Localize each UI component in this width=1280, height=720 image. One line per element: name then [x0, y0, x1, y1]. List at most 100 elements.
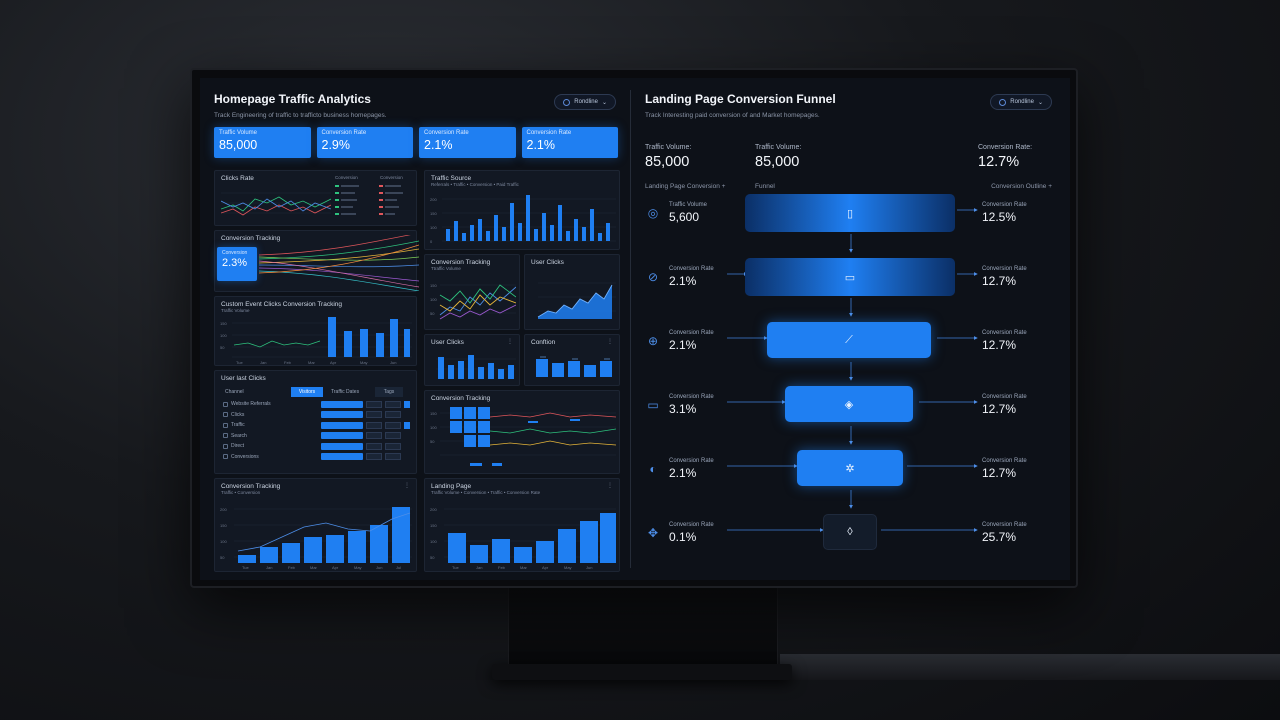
kpi-conversion-rate-3[interactable]: Conversion Rate 2.1% [521, 127, 618, 158]
value-cell [404, 400, 410, 408]
conversion-chip[interactable]: Conversion 2.3% [217, 247, 257, 281]
clicks-rate-card[interactable]: Clicks Rate Conversion Conversion [214, 170, 417, 226]
funnel-stage-2[interactable]: ▭ [745, 258, 955, 296]
right-filter-button[interactable]: Rondline ⌄ [990, 94, 1052, 110]
column-label: Conversion [335, 175, 358, 180]
stage-row-left-4[interactable]: ▭ Conversion Rate 3.1% [645, 394, 714, 416]
kpi-conversion-rate-2[interactable]: Conversion Rate 2.1% [419, 127, 516, 158]
funnel-header[interactable]: Funnel [755, 183, 775, 190]
y-tick: 50 [430, 555, 435, 560]
left-filter-button[interactable]: Rondline ⌄ [554, 94, 616, 110]
stage-right-value: 25.7% [982, 530, 1017, 544]
column-header[interactable]: Visitors [291, 386, 323, 397]
column-header[interactable]: Channel [225, 388, 244, 395]
column-header[interactable]: Tags [375, 386, 403, 397]
conftion-bar-card[interactable]: Conftion ⋮ [524, 334, 620, 386]
conversion-flow-card[interactable]: Conversion Tracking Conversion 2.3% [214, 230, 419, 292]
row-icon [223, 443, 228, 449]
stage-row-left-2[interactable]: ⊘ Conversion Rate 2.1% [645, 266, 714, 288]
funnel-stage-6[interactable]: ◊ [823, 514, 877, 550]
stage-row-right-3[interactable]: Conversion Rate 12.7% [982, 330, 1052, 352]
more-options-icon[interactable]: ⋮ [607, 483, 613, 489]
kpi-label: Conversion Rate [424, 130, 469, 136]
left-filter-label: Rondline [574, 99, 598, 105]
stage-row-right-2[interactable]: Conversion Rate 12.7% [982, 266, 1052, 288]
kpi-conversion-rate[interactable]: Conversion Rate: 12.7% [978, 144, 1054, 170]
table-row[interactable]: Direct [221, 441, 410, 452]
stage-row-right-5[interactable]: Conversion Rate 12.7% [982, 458, 1052, 480]
tag-icon: ▭ [844, 271, 856, 284]
stage-row-left-3[interactable]: ⊕ Conversion Rate 2.1% [645, 330, 714, 352]
conversion-tracking-bar-card[interactable]: Conversion Tracking ⋮ Traffic • Conversi… [214, 478, 417, 572]
landing-page-bar-chart: 200 150 100 50 Tue Jan Feb Mar Apr May [430, 507, 616, 570]
stage-left-label: Traffic Volume [669, 202, 708, 208]
table-row[interactable]: Conversions [221, 452, 410, 463]
kpi-traffic-volume[interactable]: Traffic Volume 85,000 [214, 127, 311, 158]
user-last-clicks-table[interactable]: User last Clicks Channel Visitors Traffi… [214, 370, 417, 474]
x-tick: Jan [476, 565, 482, 570]
funnel-stage-3[interactable]: ⟋ [767, 322, 931, 358]
shield-icon: ◐ [649, 462, 657, 476]
column-header[interactable]: Traffic Dates [331, 388, 360, 395]
chart-legend: Referrals • Traffic • Conversion • Paid … [431, 182, 519, 187]
table-row[interactable]: Clicks [221, 410, 410, 421]
user-clicks-area-card[interactable]: User Clicks [524, 254, 620, 330]
funnel-stage-5[interactable]: ✲ [797, 450, 903, 486]
y-tick: 200 [430, 507, 437, 512]
stage-right-label: Conversion Rate [982, 458, 1027, 464]
kpi-label: Traffic Volume: [755, 144, 802, 151]
stage-row-left-6[interactable]: ✥ Conversion Rate 0.1% [645, 522, 714, 544]
stage-row-right-4[interactable]: Conversion Rate 12.7% [982, 394, 1052, 416]
stage-row-left-1[interactable]: ◎ Traffic Volume 5,600 [645, 202, 707, 224]
kpi-traffic-volume-a[interactable]: Traffic Volume: 85,000 [645, 144, 691, 170]
landing-funnel-pane: Landing Page Conversion Funnel Track Int… [631, 78, 1070, 580]
traffic-source-bar-chart: 200 150 100 0 [430, 195, 616, 244]
conversion-tracking-line-card[interactable]: Conversion Tracking Ttraffic Volume 150 … [424, 254, 520, 330]
y-tick: 100 [430, 425, 437, 430]
x-tick: Tue [452, 565, 460, 570]
card-icon: ▭ [647, 398, 659, 412]
landing-page-bar-card[interactable]: Landing Page ⋮ Traffic Volume • Conversi… [424, 478, 620, 572]
row-label: Website Referrals [231, 401, 271, 408]
compass-icon: ◊ [847, 526, 853, 538]
landing-conversion-header[interactable]: Landing Page Conversion + [645, 183, 726, 190]
stage-row-right-6[interactable]: Conversion Rate 25.7% [982, 522, 1052, 544]
chip-value: 2.3% [222, 257, 248, 269]
funnel-stage-1[interactable]: ▯ [745, 194, 955, 232]
table-row[interactable]: Website Referrals [221, 399, 410, 410]
card-title: Conversion Tracking [431, 259, 491, 266]
card-title: User Clicks [531, 259, 564, 266]
value-cell [366, 432, 382, 440]
value-cell [385, 411, 401, 419]
more-options-icon[interactable]: ⋮ [507, 339, 513, 345]
conversion-outline-header[interactable]: Conversion Outline + [991, 183, 1052, 190]
kpi-conversion-rate-1[interactable]: Conversion Rate 2.9% [316, 127, 413, 158]
stage-row-right-1[interactable]: Conversion Rate 12.5% [982, 202, 1052, 224]
user-clicks-bar-card[interactable]: User Clicks ⋮ [424, 334, 520, 386]
stage-row-left-5[interactable]: ◐ Conversion Rate 2.1% [645, 458, 713, 480]
conversion-tracking-heat-card[interactable]: Conversion Tracking 150 100 50 [424, 390, 620, 474]
stage-right-label: Conversion Rate [982, 394, 1027, 400]
value-cell [321, 453, 363, 461]
row-label: Conversions [231, 453, 259, 460]
y-tick: 150 [220, 321, 227, 326]
left-kpi-row: Traffic Volume 85,000 Conversion Rate 2.… [214, 127, 618, 158]
more-options-icon[interactable]: ⋮ [607, 339, 613, 345]
x-tick: Jun [586, 565, 592, 570]
table-row[interactable]: Search [221, 431, 410, 442]
stage-left-label: Conversion Rate [669, 394, 714, 400]
custom-event-clicks-card[interactable]: Custom Event Clicks Conversion Tracking … [214, 296, 417, 366]
more-options-icon[interactable]: ⋮ [404, 483, 410, 489]
kpi-traffic-volume-b[interactable]: Traffic Volume: 85,000 [755, 144, 801, 170]
stage-left-value: 0.1% [669, 530, 697, 544]
value-cell [385, 442, 401, 450]
mobile-icon: ▯ [846, 207, 854, 220]
table-row[interactable]: Traffic [221, 420, 410, 431]
funnel-stage-4[interactable]: ◈ [785, 386, 913, 422]
row-label: Search [231, 432, 247, 439]
traffic-source-card[interactable]: Traffic Source Referrals • Traffic • Con… [424, 170, 620, 250]
row-label: Clicks [231, 411, 245, 418]
value-cell [385, 421, 401, 429]
value-cell [321, 400, 363, 408]
y-tick: 0 [430, 239, 433, 244]
